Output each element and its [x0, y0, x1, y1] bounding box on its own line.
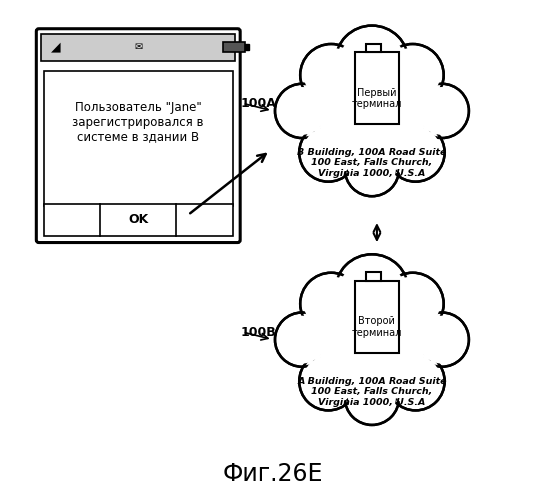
Circle shape [304, 276, 359, 331]
Circle shape [302, 46, 360, 104]
FancyBboxPatch shape [37, 28, 240, 242]
Circle shape [417, 86, 467, 136]
Bar [223, 42, 245, 52]
Circle shape [348, 374, 396, 422]
Circle shape [300, 44, 362, 106]
Circle shape [347, 144, 397, 194]
Circle shape [385, 276, 440, 331]
Circle shape [300, 272, 362, 335]
Circle shape [277, 314, 327, 364]
Bar [245, 44, 249, 51]
Circle shape [277, 86, 327, 136]
Circle shape [319, 63, 425, 168]
Circle shape [319, 292, 425, 398]
Text: Пользователь "Jane"
зарегистрировался в
системе в здании В: Пользователь "Jane" зарегистрировался в … [72, 100, 204, 144]
Circle shape [384, 46, 441, 104]
Circle shape [335, 254, 409, 328]
Text: Фиг.26E: Фиг.26E [222, 462, 323, 486]
Circle shape [389, 126, 443, 180]
Circle shape [345, 370, 399, 425]
Text: ✉: ✉ [134, 42, 142, 52]
Text: OK: OK [128, 214, 148, 226]
Circle shape [382, 272, 444, 335]
Circle shape [415, 312, 469, 367]
Circle shape [348, 145, 396, 193]
Circle shape [304, 48, 359, 102]
Circle shape [312, 56, 432, 176]
Circle shape [340, 30, 404, 95]
Circle shape [275, 84, 329, 138]
Circle shape [418, 87, 465, 135]
Circle shape [417, 314, 467, 364]
Text: Первый
терминал: Первый терминал [352, 88, 402, 109]
Bar [44, 71, 233, 206]
Bar [41, 34, 235, 61]
Circle shape [302, 127, 354, 178]
Bar [355, 52, 399, 125]
Text: Второй
терминал: Второй терминал [352, 316, 402, 338]
Circle shape [384, 275, 441, 332]
Circle shape [312, 284, 432, 405]
Circle shape [299, 124, 358, 182]
Circle shape [302, 275, 360, 332]
Circle shape [317, 60, 427, 171]
Circle shape [345, 142, 399, 196]
Circle shape [302, 356, 354, 407]
Text: 100A: 100A [240, 97, 276, 110]
Circle shape [278, 87, 326, 135]
Circle shape [390, 127, 441, 178]
Circle shape [340, 258, 404, 324]
Circle shape [382, 44, 444, 106]
Circle shape [386, 124, 445, 182]
Circle shape [299, 352, 358, 410]
Circle shape [338, 28, 406, 96]
Circle shape [390, 356, 441, 407]
Text: ◢: ◢ [51, 41, 61, 54]
Circle shape [338, 257, 406, 325]
Bar [366, 272, 382, 281]
Circle shape [385, 48, 440, 102]
Text: 100B: 100B [240, 326, 276, 338]
Circle shape [301, 354, 355, 408]
Circle shape [278, 316, 326, 364]
Circle shape [317, 289, 427, 400]
Circle shape [347, 373, 397, 423]
Circle shape [275, 312, 329, 367]
Circle shape [389, 354, 443, 408]
Circle shape [335, 26, 409, 100]
Text: A Building, 100A Road Suite
100 East, Falls Church,
Virginia 1000, U.S.A: A Building, 100A Road Suite 100 East, Fa… [297, 377, 447, 406]
Circle shape [415, 84, 469, 138]
Bar [366, 44, 382, 52]
Bar [44, 204, 233, 236]
Text: B Building, 100A Road Suite
100 East, Falls Church,
Virginia 1000, U.S.A: B Building, 100A Road Suite 100 East, Fa… [297, 148, 447, 178]
Circle shape [386, 352, 445, 410]
Circle shape [418, 316, 465, 364]
Bar [355, 281, 399, 353]
Circle shape [301, 126, 355, 180]
